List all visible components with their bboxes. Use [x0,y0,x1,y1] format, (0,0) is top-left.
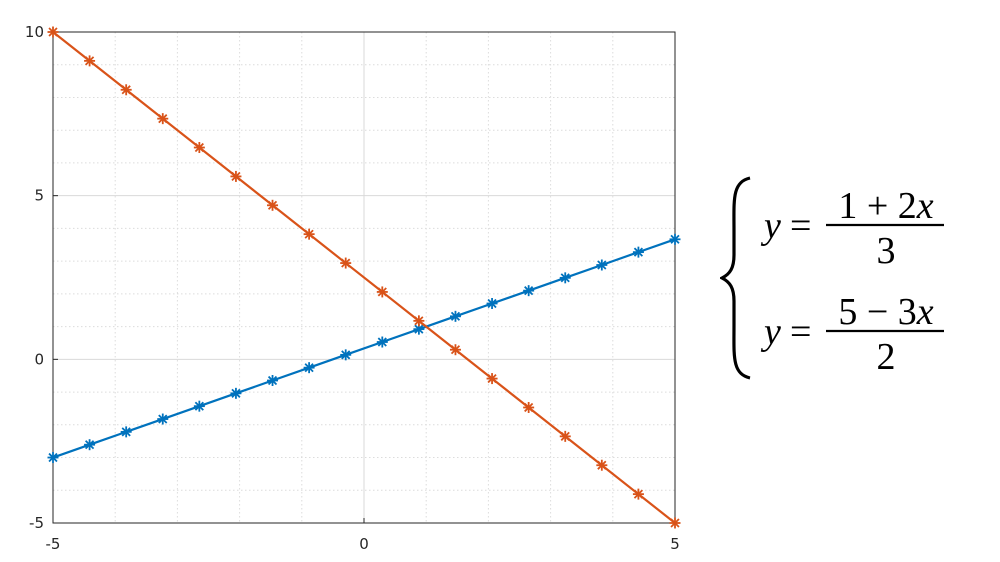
series-1-point [157,413,169,425]
y-tick-label: 10 [25,23,44,41]
series-2-point [449,344,461,356]
axis-ticks: -5 0 5 -5 0 5 10 [25,23,680,553]
series-2-point [267,199,279,211]
line-chart: -5 0 5 -5 0 5 10 [25,23,681,553]
x-tick-label: 0 [359,535,369,553]
series-2-point [47,26,59,38]
series-2-point [376,286,388,298]
series-2-point [486,373,498,385]
series-1-point [523,285,535,297]
series-2 [47,26,681,529]
series-1-point [340,349,352,361]
series-1-point [84,439,96,451]
series-2-point [84,55,96,67]
eq2-numerator: 5 − 3x [838,291,933,333]
series-1-point [303,362,315,374]
series-1-point [669,233,681,245]
series-group [47,26,681,529]
series-1-point [559,272,571,284]
series-2-point [559,430,571,442]
x-tick-label: -5 [46,535,61,553]
eq1-numerator: 1 + 2x [838,185,933,227]
eq1-equals: = [790,205,811,247]
series-1-line [52,238,676,459]
series-2-point [340,257,352,269]
equation-1: y = 1 + 2x 3 [760,185,944,272]
series-2-point [157,113,169,125]
series-2-line [52,31,676,524]
series-2-point [413,315,425,327]
eq2-denominator: 2 [877,336,896,378]
eq1-lhs: y [760,205,781,247]
series-2-point [303,228,315,240]
curly-brace [720,176,751,380]
series-1-point [193,400,205,412]
eq2-lhs: y [760,311,781,353]
series-2-point [596,459,608,471]
equation-2: y = 5 − 3x 2 [760,291,944,378]
series-2-point [523,401,535,413]
y-tick-label: 0 [34,350,44,368]
series-1-point [486,297,498,309]
equation-system: y = 1 + 2x 3 y = 5 − 3x 2 [720,176,944,380]
y-tick-label: -5 [29,514,44,532]
series-1-point [596,259,608,271]
eq2-equals: = [790,311,811,353]
series-2-point [632,488,644,500]
series-1-point [449,310,461,322]
series-2-point [193,142,205,154]
series-1-point [230,387,242,399]
grid [53,32,675,523]
y-tick-label: 5 [34,187,44,205]
series-2-point [669,517,681,529]
series-1-point [267,375,279,387]
series-1-point [47,452,59,464]
series-2-point [230,170,242,182]
x-tick-label: 5 [670,535,680,553]
eq1-denominator: 3 [877,230,896,272]
series-1-point [120,426,132,438]
series-1-point [376,336,388,348]
series-1-point [632,246,644,258]
series-1 [47,233,681,464]
series-2-point [120,84,132,96]
